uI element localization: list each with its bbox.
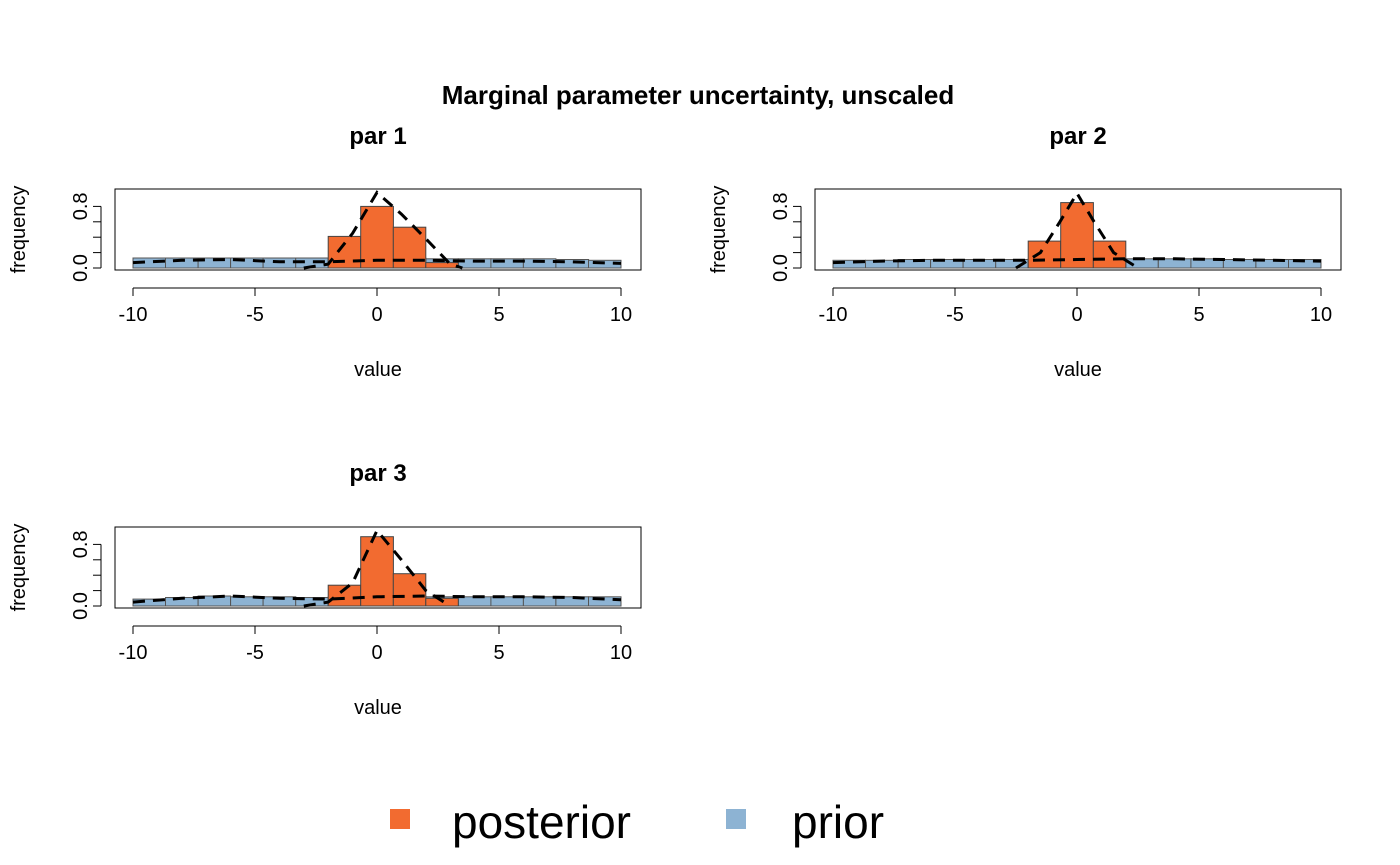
plot-frame — [814, 188, 1342, 271]
posterior-legend-swatch — [390, 809, 410, 829]
y-tick-label: 0.0 — [70, 592, 92, 620]
panel-title: par 2 — [1049, 123, 1106, 150]
posterior-bar — [425, 262, 459, 269]
main-title: Marginal parameter uncertainty, unscaled — [442, 80, 954, 110]
y-tick-label: 0.8 — [70, 530, 92, 558]
panels: par 1 -10 -5 0 5 10 value 0.0 0.8 frequency par 2 -… — [8, 123, 1342, 719]
y-tick-label: 0.0 — [70, 254, 92, 282]
x-tick-label: 10 — [1310, 304, 1332, 326]
panel-3: par 3 -10 -5 0 5 10 value 0.0 0.8 frequency — [8, 460, 642, 719]
panel-title: par 3 — [349, 460, 406, 487]
posterior-density-curve — [303, 527, 452, 608]
x-axis-label: value — [1054, 359, 1102, 381]
prior-density-curve — [832, 257, 1322, 265]
posterior-bar — [1027, 240, 1062, 269]
posterior-bar — [1092, 240, 1127, 269]
x-tick-label: 0 — [1071, 304, 1082, 326]
prior-bar — [588, 596, 622, 607]
x-tick-label: -5 — [946, 304, 964, 326]
x-tick-label: 0 — [371, 304, 382, 326]
prior-density-curve — [132, 594, 622, 604]
plot-frame — [114, 526, 642, 609]
panel-2: par 2 -10 -5 0 5 10 value 0.0 0.8 frequency — [708, 123, 1342, 381]
x-tick-label: 5 — [493, 642, 504, 664]
posterior-density-curve — [1015, 190, 1139, 270]
plot-frame — [114, 188, 642, 271]
posterior-bar — [327, 235, 362, 269]
posterior-bar — [360, 536, 394, 607]
panel-title: par 1 — [349, 123, 406, 150]
x-tick-label: -10 — [119, 642, 148, 664]
x-tick-label: 5 — [1193, 304, 1204, 326]
y-axis-label: frequency — [8, 186, 30, 274]
x-axis-label: value — [354, 359, 402, 381]
legend: posterior prior — [390, 796, 884, 848]
y-axis-label: frequency — [8, 524, 30, 612]
posterior-density-curve — [303, 190, 463, 270]
x-tick-label: 10 — [610, 304, 632, 326]
prior-legend-swatch — [726, 809, 746, 829]
x-tick-label: 0 — [371, 642, 382, 664]
posterior-bar — [392, 573, 427, 607]
posterior-bar — [360, 205, 394, 269]
x-tick-label: -5 — [246, 304, 264, 326]
posterior-legend-label: posterior — [452, 796, 631, 848]
x-tick-label: -10 — [819, 304, 848, 326]
y-axis-label: frequency — [708, 186, 730, 274]
x-tick-label: -10 — [119, 304, 148, 326]
prior-legend-label: prior — [792, 796, 884, 848]
y-tick-label: 0.8 — [770, 192, 792, 220]
prior-density-curve — [132, 257, 622, 265]
panel-1: par 1 -10 -5 0 5 10 value 0.0 0.8 frequency — [8, 123, 642, 381]
y-tick-label: 0.8 — [70, 192, 92, 220]
x-tick-label: -5 — [246, 642, 264, 664]
y-tick-label: 0.0 — [770, 254, 792, 282]
x-axis-label: value — [354, 697, 402, 719]
x-tick-label: 5 — [493, 304, 504, 326]
x-tick-label: 10 — [610, 642, 632, 664]
